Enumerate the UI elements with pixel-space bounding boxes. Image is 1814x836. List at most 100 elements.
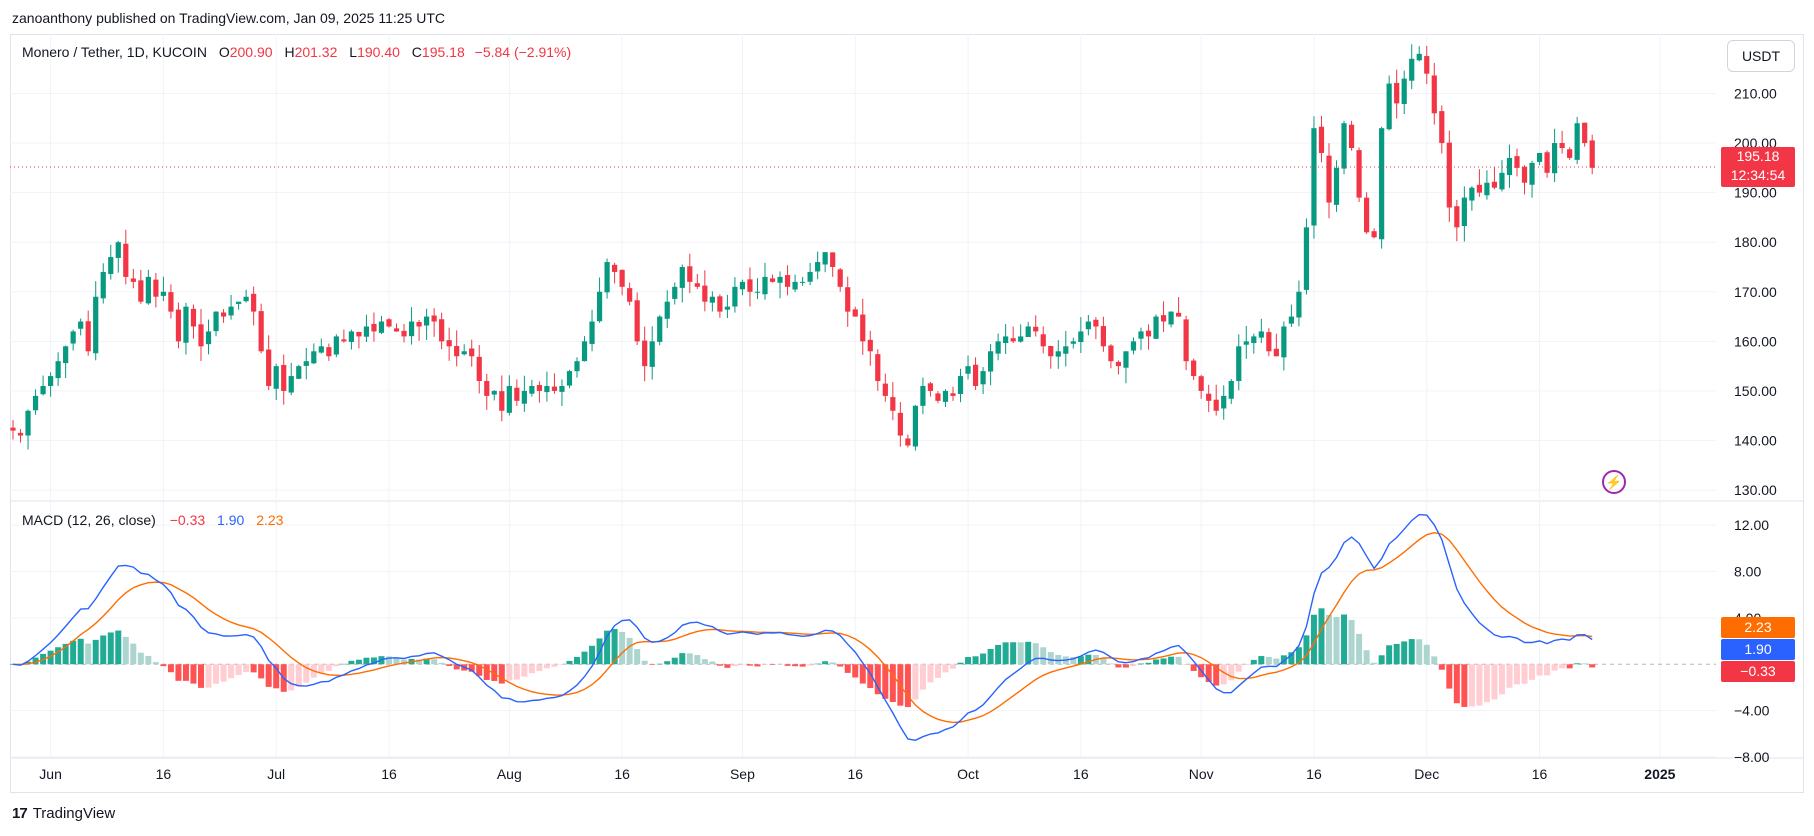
candle-body (1010, 338, 1016, 342)
candle-body (63, 346, 69, 364)
candle-body (1461, 197, 1467, 226)
candle-body (296, 366, 302, 379)
candle-body (627, 288, 633, 302)
time-tick-label: Dec (1414, 766, 1439, 782)
macd-histogram-bar (1122, 664, 1129, 668)
time-tick-label: 16 (1073, 766, 1089, 782)
candle-body (1221, 395, 1227, 409)
candle-body (732, 286, 738, 307)
candle-body (574, 361, 580, 372)
candle-body (70, 331, 76, 344)
candle-body (1040, 334, 1046, 347)
currency-button[interactable]: USDT (1727, 40, 1795, 72)
candle-body (1183, 319, 1189, 362)
macd-histogram-bar (814, 663, 821, 665)
macd-legend: MACD (12, 26, close) −0.33 1.90 2.23 (22, 512, 283, 528)
macd-histogram-bar (1295, 647, 1302, 665)
macd-histogram-bar (122, 636, 129, 665)
macd-histogram-bar (62, 643, 69, 665)
macd-histogram-bar (1468, 664, 1475, 707)
lightning-icon[interactable]: ⚡ (1602, 470, 1626, 494)
macd-histogram-bar (656, 663, 663, 665)
candle-body (1424, 56, 1430, 74)
macd-histogram-bar (1416, 639, 1423, 665)
macd-histogram-bar (1017, 642, 1024, 665)
candle-body (1266, 332, 1272, 352)
macd-histogram-bar (1318, 608, 1325, 665)
macd-histogram-bar (438, 662, 445, 665)
candle-body (123, 243, 129, 277)
candle-body (709, 296, 715, 303)
macd-histogram-bar (641, 660, 648, 665)
macd-histogram-bar (664, 661, 671, 665)
macd-histogram-bar (145, 655, 152, 665)
macd-histogram-bar (25, 661, 32, 665)
candle-body (1168, 311, 1174, 325)
candle-body (1191, 360, 1197, 377)
macd-histogram-bar (784, 664, 791, 666)
candle-body (1371, 231, 1377, 238)
macd-histogram-bar (100, 635, 107, 665)
symbol-legend: Monero / Tether, 1D, KUCOIN O200.90 H201… (22, 44, 571, 60)
candle-body (326, 347, 332, 357)
macd-histogram-bar (1303, 635, 1310, 665)
candle-body (1484, 182, 1490, 196)
chart-frame[interactable] (10, 34, 1804, 793)
candle-body (935, 393, 941, 401)
macd-histogram-bar (1536, 664, 1543, 676)
candle-body (408, 321, 415, 337)
macd-histogram-bar (634, 649, 641, 665)
candle-body (251, 293, 257, 312)
candle-body (1333, 167, 1340, 205)
macd-histogram-bar (476, 664, 483, 676)
macd-signal-line (12, 531, 1593, 724)
macd-histogram-bar (243, 664, 250, 673)
candle-body (1198, 376, 1204, 391)
candle-body (439, 319, 445, 342)
macd-histogram-bar (1461, 664, 1468, 707)
macd-line-value: 1.90 (217, 512, 245, 528)
candle-body (1138, 331, 1144, 339)
footer-brand[interactable]: 17 TradingView (12, 805, 115, 822)
macd-histogram-bar (934, 664, 941, 678)
candle-body (1063, 346, 1069, 354)
macd-line (12, 513, 1593, 742)
candle-body (1394, 82, 1400, 104)
macd-histogram-bar (731, 664, 738, 667)
macd-histogram-bar (874, 664, 881, 695)
candle-body (1228, 381, 1234, 399)
candle-body (356, 331, 362, 337)
macd-histogram-bar (1265, 656, 1272, 665)
candle-body (1296, 291, 1302, 318)
macd-tick-label: 8.00 (1734, 564, 1761, 580)
candle-body (965, 366, 971, 374)
price-tick-label: 150.00 (1734, 383, 1777, 399)
macd-histogram-bar (987, 648, 994, 665)
macd-histogram-bar (92, 639, 99, 665)
macd-histogram-bar (1250, 659, 1257, 665)
macd-histogram-bar (995, 644, 1002, 665)
macd-histogram-bar (446, 664, 453, 666)
macd-histogram-bar (792, 664, 799, 667)
macd-histogram-bar (1310, 614, 1317, 665)
macd-histogram-bar (649, 664, 656, 665)
candle-body (852, 309, 858, 317)
time-tick-label: 2025 (1644, 766, 1675, 782)
time-tick-label: Nov (1189, 766, 1214, 782)
candle-body (1416, 53, 1422, 61)
candle-body (1303, 227, 1310, 290)
price-tick-label: 170.00 (1734, 284, 1777, 300)
candle-body (912, 405, 918, 447)
candle-body (1582, 122, 1588, 144)
candle-body (1160, 315, 1167, 322)
time-tick-label: 16 (1532, 766, 1548, 782)
macd-histogram-bar (85, 643, 92, 665)
candle-body (897, 412, 903, 436)
macd-histogram-bar (1408, 639, 1415, 665)
macd-histogram-bar (980, 653, 987, 665)
macd-histogram-bar (77, 638, 84, 665)
macd-histogram-bar (386, 656, 392, 665)
macd-histogram-bar (235, 664, 242, 676)
macd-histogram-bar (1032, 643, 1039, 665)
